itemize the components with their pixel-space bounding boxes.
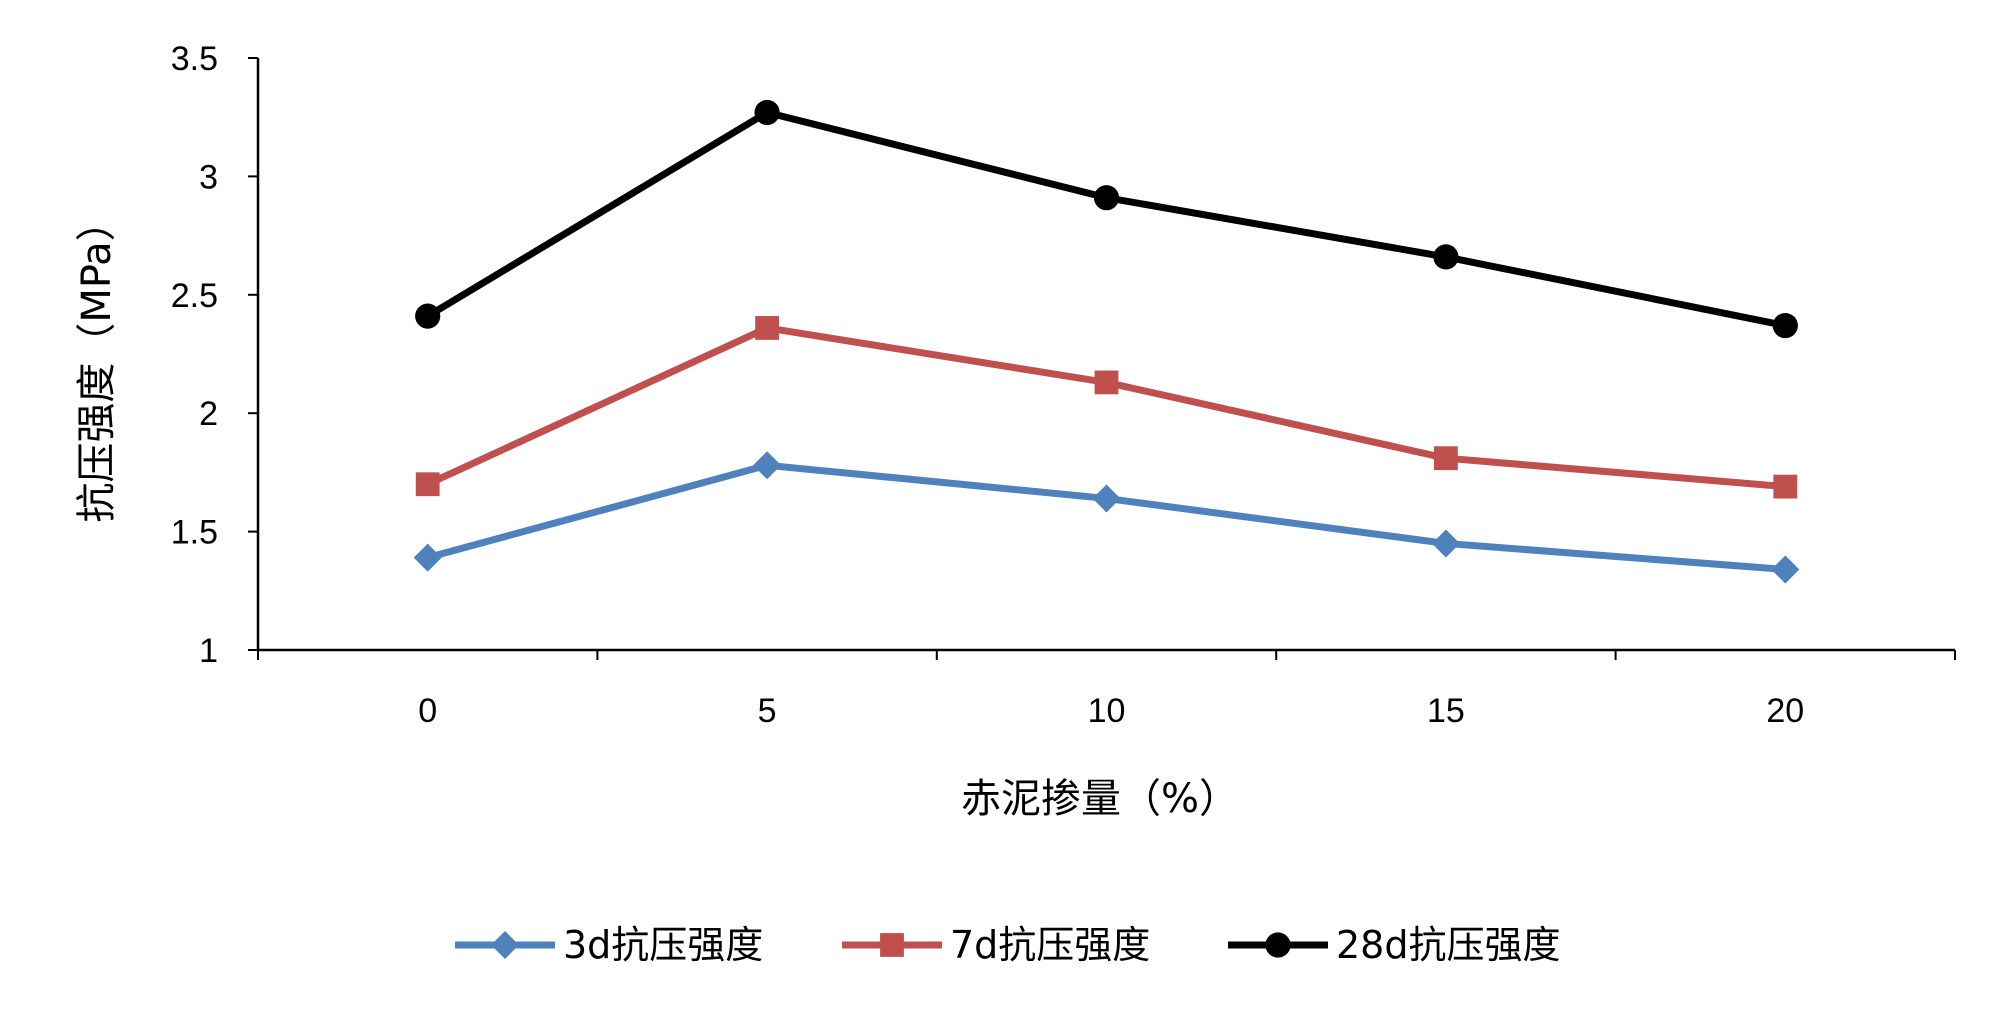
y-tick-label: 1 bbox=[199, 632, 218, 670]
data-point bbox=[1771, 555, 1800, 584]
y-tick-label: 3.5 bbox=[171, 40, 218, 78]
data-point bbox=[1434, 446, 1458, 471]
legend-label: 28d抗压强度 bbox=[1336, 923, 1560, 967]
series-line bbox=[426, 461, 1786, 573]
x-tick-label: 0 bbox=[418, 692, 437, 730]
legend-item: 28d抗压强度 bbox=[1228, 923, 1560, 967]
data-point bbox=[754, 99, 780, 126]
legend-item: 7d抗压强度 bbox=[842, 923, 1150, 967]
data-point bbox=[1092, 484, 1121, 513]
data-point bbox=[1772, 312, 1798, 339]
y-tick-label: 2 bbox=[199, 395, 218, 433]
legend-label: 3d抗压强度 bbox=[563, 923, 763, 967]
series-1 bbox=[413, 451, 1800, 584]
data-point bbox=[415, 472, 440, 497]
x-tick-label: 5 bbox=[758, 692, 777, 730]
legend-marker bbox=[880, 933, 904, 957]
x-tick-label: 15 bbox=[1427, 692, 1465, 730]
series-3 bbox=[415, 99, 1798, 339]
legend-marker bbox=[1265, 932, 1291, 958]
legend-marker bbox=[491, 931, 519, 959]
series-group bbox=[413, 99, 1800, 584]
data-point bbox=[415, 303, 441, 329]
x-tick-label: 10 bbox=[1088, 692, 1126, 730]
y-tick-label: 1.5 bbox=[171, 514, 218, 552]
series-line bbox=[426, 324, 1786, 491]
data-point bbox=[1093, 185, 1120, 211]
y-tick-label: 2.5 bbox=[171, 277, 218, 315]
axes bbox=[256, 58, 1955, 652]
data-point bbox=[755, 316, 779, 340]
data-point bbox=[413, 543, 442, 572]
y-axis-ticks: 1 1.5 2 2.5 3 3.5 bbox=[171, 40, 258, 670]
x-tick-label: 20 bbox=[1766, 692, 1804, 730]
y-axis-title: 抗压强度（MPa） bbox=[74, 201, 120, 522]
series-line bbox=[425, 108, 1786, 330]
legend: 3d抗压强度 7d抗压强度 28d抗压强度 bbox=[455, 923, 1560, 967]
data-point bbox=[1433, 244, 1459, 270]
x-axis-title: 赤泥掺量（%） bbox=[961, 776, 1239, 822]
x-axis-ticks: 0 5 10 15 20 bbox=[257, 650, 1956, 730]
legend-item: 3d抗压强度 bbox=[455, 923, 763, 967]
y-tick-label: 3 bbox=[199, 158, 218, 196]
data-point bbox=[1773, 474, 1798, 499]
data-point bbox=[753, 451, 782, 480]
legend-label: 7d抗压强度 bbox=[950, 923, 1150, 967]
data-point bbox=[1431, 529, 1460, 558]
data-point bbox=[1094, 370, 1119, 395]
series-2 bbox=[415, 316, 1798, 499]
